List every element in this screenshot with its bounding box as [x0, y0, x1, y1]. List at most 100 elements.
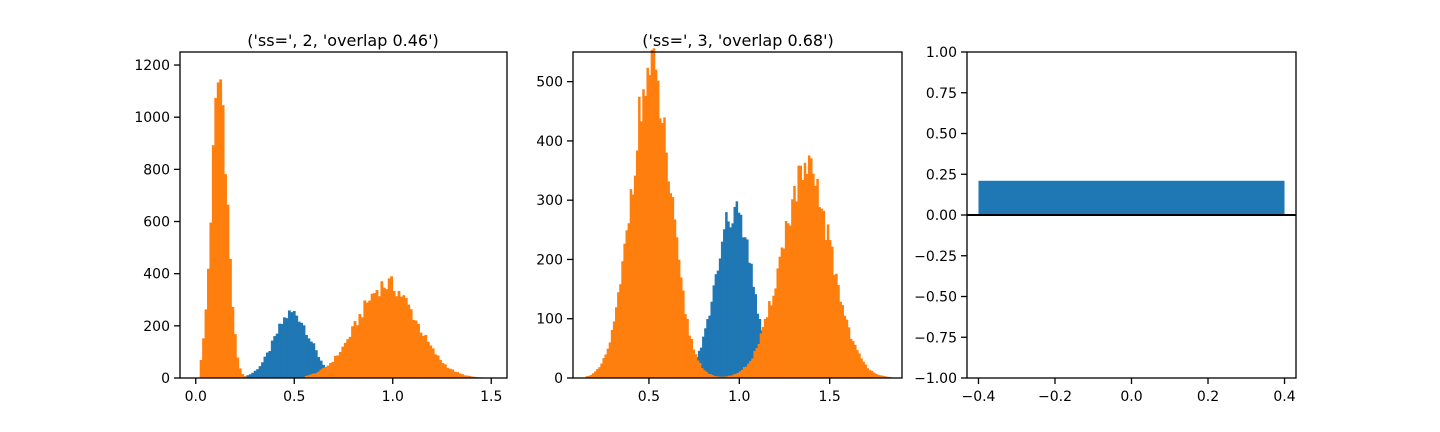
histogram-bar: [703, 370, 706, 378]
histogram-bar: [711, 375, 714, 378]
histogram-bar: [363, 300, 367, 378]
histogram-bar: [807, 155, 811, 378]
histogram-bar: [801, 180, 805, 378]
plot-frame: [572, 51, 903, 379]
y-tick-label: 0.25: [926, 167, 957, 183]
histogram-bar: [648, 75, 652, 379]
histogram-bar: [465, 375, 469, 378]
histogram-bar: [619, 284, 622, 378]
x-tick-label: 0.4: [1273, 389, 1295, 405]
histogram-bar: [307, 375, 311, 378]
x-tick-label: 0.2: [1197, 389, 1219, 405]
y-tick-label: −0.75: [914, 330, 957, 346]
histogram-bar: [600, 363, 603, 378]
histogram-bar: [742, 367, 746, 378]
histogram-bar: [246, 375, 250, 378]
panel-title: ('ss=', 3, 'overlap 0.68'): [642, 31, 833, 50]
histogram-bar: [699, 347, 703, 378]
histogram-bar: [845, 319, 849, 378]
histogram-bar: [706, 319, 709, 378]
histogram-bar: [292, 311, 296, 378]
histogram-bar: [638, 96, 641, 379]
histogram-bar: [429, 345, 433, 378]
histogram-bar: [358, 313, 362, 378]
histogram-bar: [723, 229, 726, 378]
histogram-bar: [730, 375, 733, 378]
histogram-bar: [720, 241, 724, 378]
histogram-bar: [243, 376, 247, 378]
histogram-bar: [319, 369, 323, 378]
histogram-bar: [348, 336, 352, 378]
histogram-bar: [805, 173, 809, 378]
histogram-bar: [617, 292, 620, 378]
histogram-bar: [606, 348, 610, 378]
y-tick-label: 1.00: [926, 45, 957, 61]
histogram-bar: [226, 204, 230, 378]
bar-panel: −0.4 −0.2 0.0 0.2 0.4 −1.00 −0.75 −0.50 −0.25 0.0…: [914, 45, 1297, 405]
histogram-bar: [295, 315, 299, 378]
histogram-bar: [713, 375, 717, 378]
histogram-bar: [241, 374, 245, 378]
y-tick-label: 500: [536, 75, 563, 91]
histogram-bar: [229, 258, 232, 378]
histogram-bar: [610, 329, 614, 378]
histogram-bar: [273, 336, 277, 378]
histogram-bar: [646, 67, 649, 378]
y-tick-label: 1200: [134, 58, 170, 74]
histogram-bar: [733, 206, 737, 378]
histogram-bar: [734, 373, 738, 378]
histogram-bar: [341, 346, 345, 378]
histogram-bar: [741, 237, 745, 378]
histogram-bar: [862, 361, 865, 378]
histogram-bar: [866, 368, 870, 378]
histogram-bar: [858, 353, 861, 378]
histogram-bar: [818, 207, 821, 378]
histogram-bar: [248, 374, 252, 378]
histogram-bar: [736, 373, 740, 378]
histogram-bar: [650, 49, 654, 379]
histogram-bar: [204, 309, 208, 378]
histogram-bar: [312, 373, 315, 378]
histogram-bar: [872, 372, 876, 378]
histogram-bar: [714, 274, 718, 378]
histogram-bar: [585, 376, 589, 378]
histogram-bar: [659, 118, 662, 378]
histogram-bar: [317, 357, 321, 378]
histogram-bar: [753, 350, 756, 378]
histogram-bar: [387, 278, 391, 378]
histogram-bar: [774, 288, 777, 378]
histogram-bar: [757, 343, 761, 378]
histogram-bar: [270, 340, 274, 378]
histogram-bar: [673, 219, 677, 378]
histogram-bar: [426, 341, 430, 378]
histogram-bar: [373, 293, 376, 378]
histogram-bar: [748, 262, 751, 378]
histogram-bar: [285, 318, 289, 378]
histogram-bar: [421, 335, 425, 378]
histogram-bar: [797, 165, 800, 378]
histogram-bar: [209, 222, 213, 378]
histogram-bar: [290, 312, 294, 378]
histogram-bar: [665, 152, 668, 378]
histogram-bar: [725, 212, 728, 378]
histogram-bar: [737, 212, 741, 378]
histogram-panel-ss2: ('ss=', 2, 'overlap 0.46') 0.0 0.5 1.0 1.5 0…: [134, 31, 508, 405]
x-tick-label: −0.2: [1038, 389, 1072, 405]
histogram-bar: [717, 376, 721, 378]
histogram-bar: [726, 376, 729, 378]
histogram-bar: [656, 80, 660, 378]
histogram-bar: [633, 175, 637, 378]
histogram-bar: [828, 240, 832, 378]
histogram-bar: [791, 199, 794, 378]
histogram-bar: [468, 375, 472, 378]
histogram-bar: [776, 268, 779, 378]
histogram-bar: [297, 321, 301, 378]
histogram-bar: [686, 318, 689, 378]
histogram-bar: [793, 185, 796, 378]
histogram-bar: [814, 185, 817, 378]
histogram-bar: [446, 367, 450, 378]
histogram-bar: [336, 355, 340, 378]
histogram-bar: [702, 336, 705, 378]
histogram-bar: [669, 193, 673, 378]
histogram-bar: [594, 371, 597, 378]
